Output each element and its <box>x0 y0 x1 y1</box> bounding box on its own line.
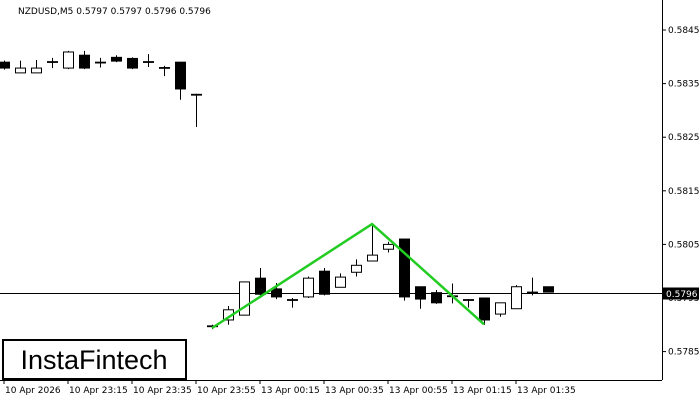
y-tick-label: 0.5815 <box>668 187 700 197</box>
candle-body <box>175 61 186 90</box>
candle-body <box>511 286 522 310</box>
candle-body <box>0 61 10 69</box>
candle-body <box>143 61 154 63</box>
candle-body <box>479 297 490 321</box>
x-tick-label: 10 Apr 23:35 <box>133 386 192 396</box>
candle-body <box>383 243 394 250</box>
x-tick-label: 13 Apr 00:55 <box>389 386 448 396</box>
candle-body <box>431 292 442 304</box>
candle-body <box>399 238 410 298</box>
candle-body <box>527 291 538 294</box>
x-tick-label: 13 Apr 01:35 <box>517 386 576 396</box>
candle-body <box>287 299 298 301</box>
candle-body <box>415 286 426 300</box>
candle-body <box>543 286 554 293</box>
x-tick-label: 10 Apr 23:15 <box>69 386 128 396</box>
x-tick-label: 13 Apr 01:15 <box>453 386 512 396</box>
candle-body <box>351 264 362 273</box>
candle-body <box>79 54 90 69</box>
candle-body <box>191 93 202 96</box>
price-label-box <box>663 287 699 300</box>
candle-body <box>15 67 26 74</box>
x-tick-label: 13 Apr 00:15 <box>261 386 320 396</box>
logo-box <box>2 339 187 380</box>
candle-body <box>159 67 170 69</box>
candle-body <box>495 302 506 315</box>
y-tick-label: 0.5785 <box>668 348 700 358</box>
chart-title: NZDUSD,M5 0.5797 0.5797 0.5796 0.5796 <box>18 7 211 17</box>
candle-body <box>319 270 330 295</box>
candle-body <box>463 299 474 301</box>
candle-body <box>95 61 106 64</box>
candle-body <box>239 281 250 316</box>
candle-body <box>111 56 122 62</box>
candle-body <box>303 277 314 298</box>
y-tick-label: 0.5845 <box>668 26 700 36</box>
candle-body <box>63 51 74 69</box>
candle-body <box>335 276 346 288</box>
y-tick-label: 0.5835 <box>668 80 700 90</box>
candle-body <box>367 254 378 262</box>
candle-body <box>47 61 58 63</box>
y-tick-label: 0.5805 <box>668 240 700 250</box>
pattern-line <box>211 222 485 330</box>
candle-body <box>271 288 282 298</box>
x-tick-label: 13 Apr 00:35 <box>325 386 384 396</box>
x-tick-label: 10 Apr 2026 <box>5 386 61 396</box>
x-tick-label: 10 Apr 23:55 <box>197 386 256 396</box>
candle-body <box>127 57 138 69</box>
candle-body <box>31 67 42 74</box>
candle-body <box>255 277 266 295</box>
logo: InstaFintech <box>20 345 167 375</box>
price-label: 0.5796 <box>666 290 698 300</box>
y-tick-label: 0.5825 <box>668 133 700 143</box>
